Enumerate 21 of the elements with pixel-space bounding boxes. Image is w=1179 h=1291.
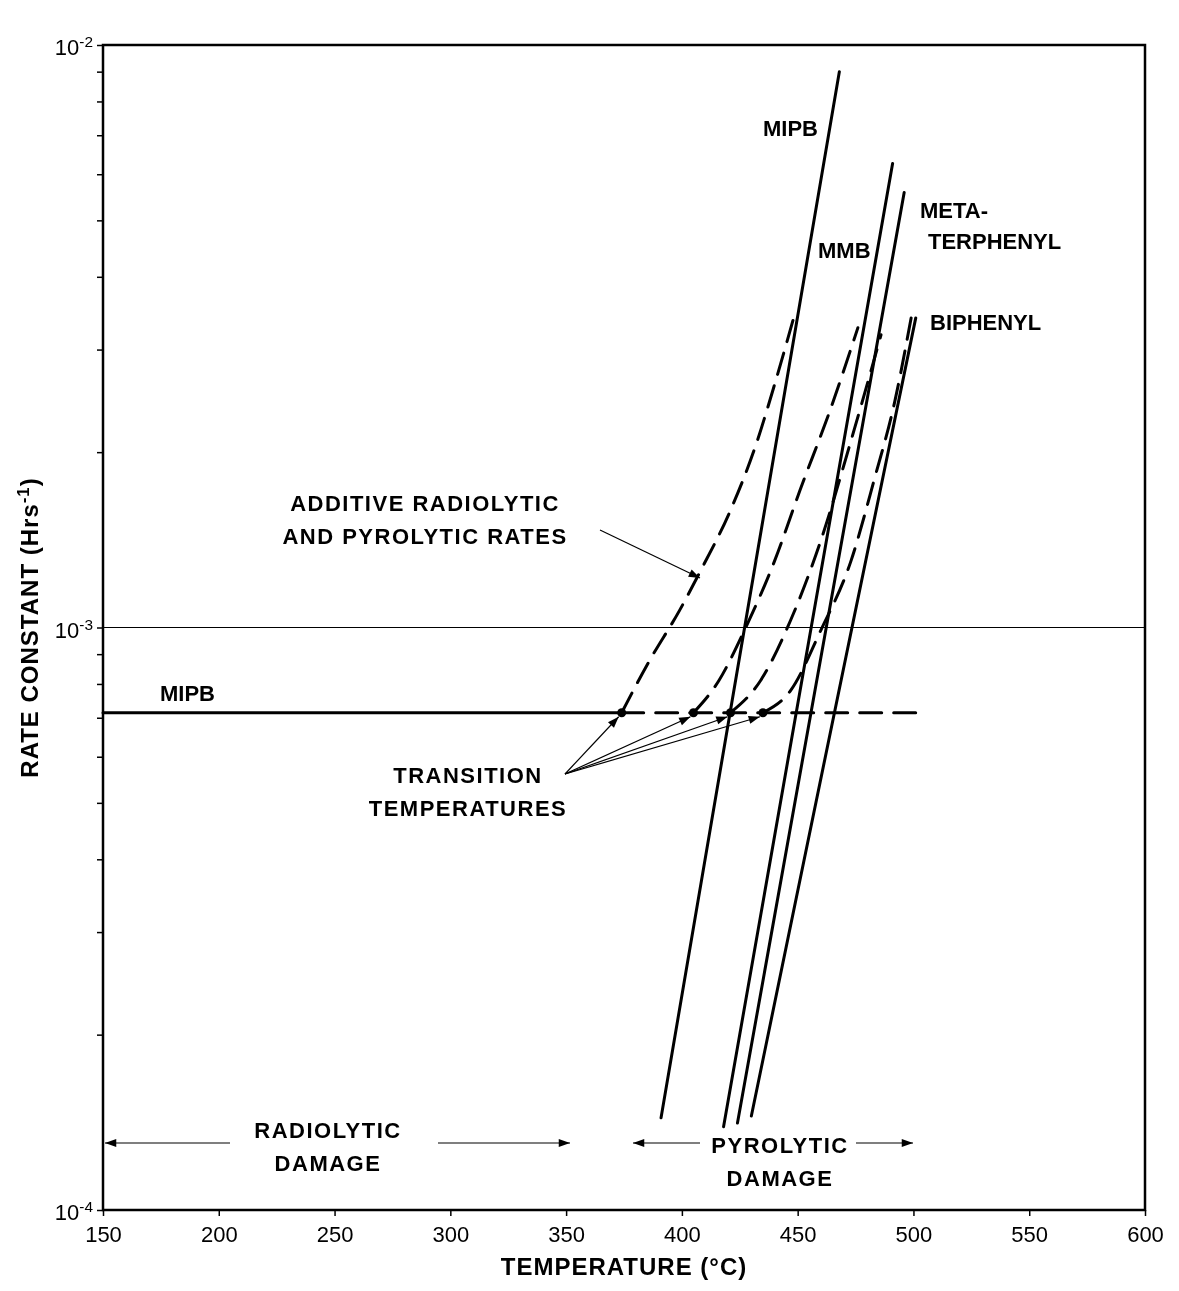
x-axis-title: TEMPERATURE (°C) <box>500 1253 748 1280</box>
x-tick-label: 300 <box>432 1221 470 1247</box>
series-label: META-TERPHENYL <box>920 198 1062 254</box>
series-label: MIPB <box>763 116 818 141</box>
annotation: TRANSITION TEMPERATURES <box>368 763 568 821</box>
x-tick-label: 450 <box>779 1221 817 1247</box>
series-label: MIPB <box>160 681 215 706</box>
x-tick-label: 550 <box>1011 1221 1049 1247</box>
series-label: BIPHENYL <box>930 310 1042 335</box>
y-tick-label: 10$^{-3}$ <box>54 615 93 643</box>
x-tick-label: 400 <box>664 1221 701 1247</box>
x-tick-label: 500 <box>895 1221 933 1247</box>
x-tick-label: 350 <box>548 1221 585 1247</box>
x-tick-label: 600 <box>1127 1221 1164 1247</box>
x-tick-label: 200 <box>200 1221 238 1247</box>
x-tick-label: 250 <box>316 1221 354 1247</box>
series-label: MMB <box>818 238 871 263</box>
annotation: PYROLYTIC DAMAGE <box>711 1133 849 1191</box>
annotation: ADDITIVE RADIOLYTIC AND PYROLYTIC RATES <box>282 491 568 549</box>
y-tick-label: 10$^{-2}$ <box>54 32 93 60</box>
annotation: RADIOLYTIC DAMAGE <box>254 1118 402 1176</box>
